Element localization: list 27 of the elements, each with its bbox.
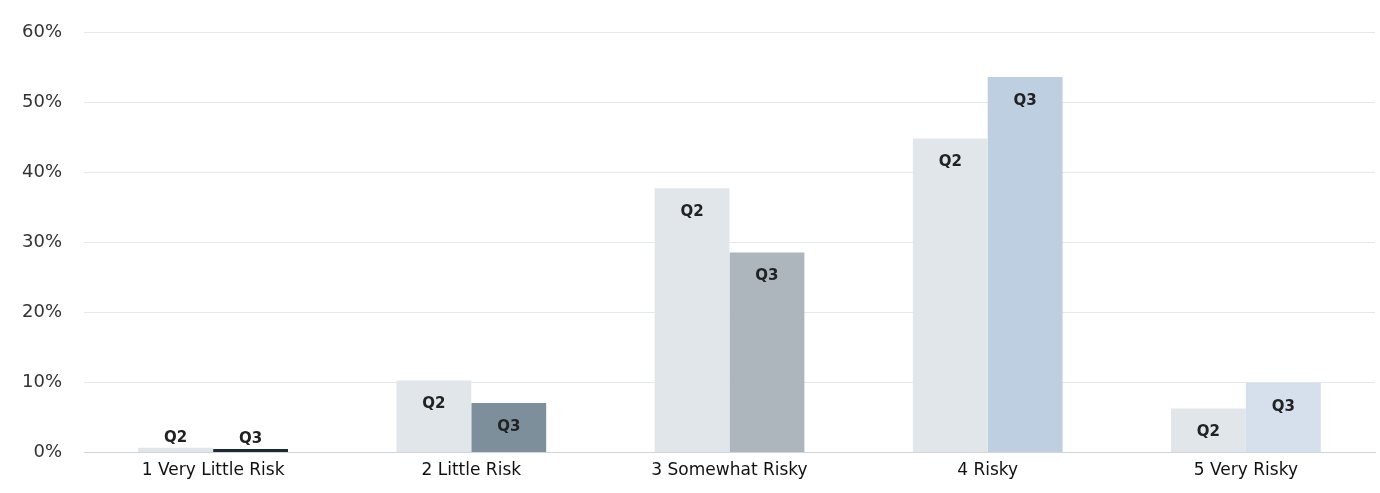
text: Q2 bbox=[422, 394, 446, 413]
y-tick-label: 40% bbox=[21, 160, 63, 182]
y-tick-label: 60% bbox=[21, 20, 63, 42]
x-tick-label: 2 Little Risk bbox=[421, 459, 522, 480]
y-tick-label: 20% bbox=[21, 300, 63, 322]
x-tick-label: 1 Very Little Risk bbox=[141, 459, 285, 480]
text: Q2 bbox=[1196, 422, 1221, 441]
text: Q3 bbox=[755, 266, 779, 285]
x-tick-label: 4 Risky bbox=[957, 459, 1019, 480]
bar bbox=[987, 76, 1063, 453]
bar bbox=[471, 402, 547, 453]
series-label: Q2 bbox=[164, 427, 188, 446]
text: Q3 bbox=[497, 416, 521, 435]
y-tick-label: 50% bbox=[21, 90, 63, 112]
text: Q3 bbox=[1271, 396, 1295, 415]
y-tick-label: 0% bbox=[33, 440, 63, 462]
text: Q2 bbox=[680, 202, 704, 221]
y-tick-label: 30% bbox=[21, 230, 63, 252]
x-tick-label: 3 Somewhat Risky bbox=[651, 459, 808, 480]
bar bbox=[138, 447, 214, 453]
series-label: Q3 bbox=[238, 428, 263, 447]
bar bbox=[729, 252, 805, 453]
text: Q2 bbox=[938, 152, 962, 171]
bar bbox=[213, 449, 288, 453]
y-tick-label: 10% bbox=[21, 370, 63, 392]
x-tick-label: 5 Very Risky bbox=[1193, 459, 1298, 480]
text: Q3 bbox=[1013, 90, 1037, 109]
